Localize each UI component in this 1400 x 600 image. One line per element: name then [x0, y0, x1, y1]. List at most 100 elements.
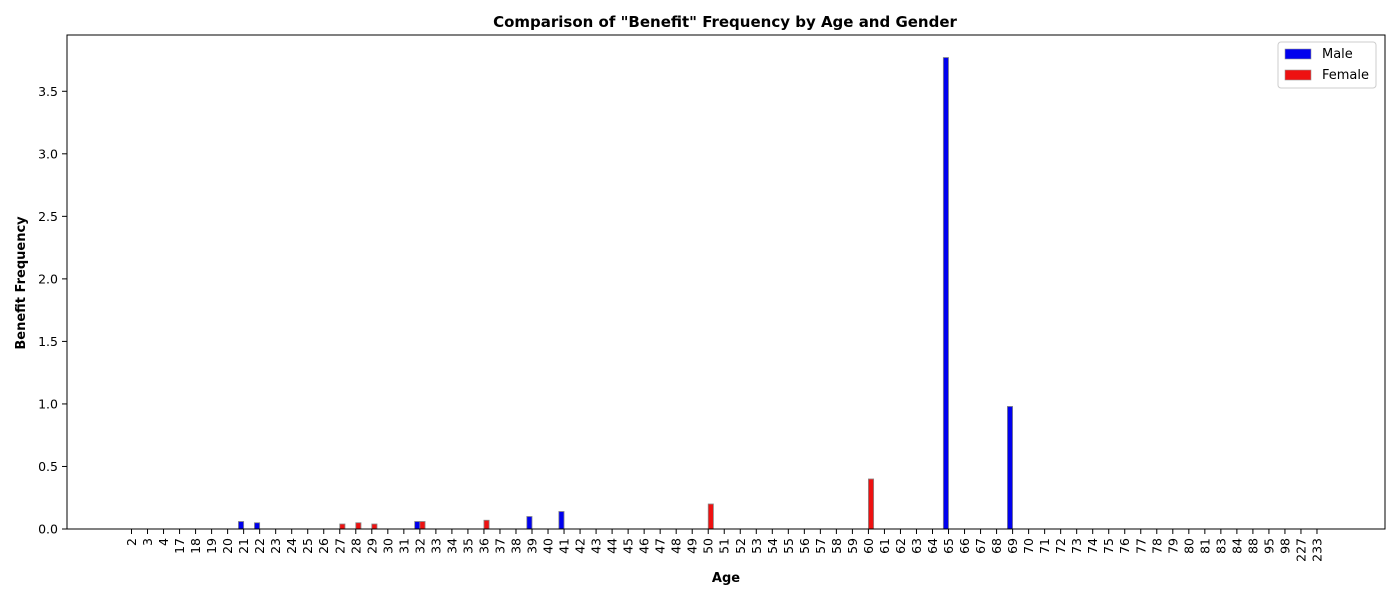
x-tick-label: 19 [204, 538, 219, 554]
x-tick-label: 65 [941, 538, 956, 554]
y-axis: 0.0 0.5 1.0 1.5 2.0 2.5 3.0 3.5 [38, 84, 67, 537]
x-tick-label: 83 [1213, 538, 1228, 554]
bar-female-28 [355, 522, 362, 530]
x-tick-label: 56 [797, 538, 812, 554]
x-tick-label: 27 [332, 538, 347, 554]
x-tick-label: 79 [1165, 538, 1180, 554]
bar-female-29 [371, 523, 378, 530]
x-tick-label: 76 [1117, 538, 1132, 554]
legend-label-female: Female [1322, 68, 1369, 83]
x-tick-label: 78 [1149, 538, 1164, 554]
x-tick-label: 33 [428, 538, 443, 554]
legend-swatch-female [1284, 69, 1312, 81]
y-tick-label: 2.0 [38, 271, 58, 286]
x-tick-label: 42 [573, 538, 588, 554]
x-tick-label: 24 [284, 538, 299, 554]
x-tick-label: 98 [1277, 538, 1292, 554]
x-tick-label: 38 [508, 538, 523, 554]
legend-swatch-male [1284, 48, 1312, 60]
x-tick-label: 20 [220, 538, 235, 554]
x-tick-label: 25 [300, 538, 315, 554]
x-tick-label: 55 [781, 538, 796, 554]
x-tick-label: 61 [877, 538, 892, 554]
x-tick-label: 37 [492, 538, 507, 554]
bar-female-27 [339, 523, 346, 530]
x-tick-label: 41 [557, 538, 572, 554]
x-tick-label: 29 [364, 538, 379, 554]
x-tick-label: 17 [172, 538, 187, 554]
x-tick-label: 51 [717, 538, 732, 554]
x-tick-label: 54 [765, 538, 780, 554]
x-tick-label: 47 [653, 538, 668, 554]
x-tick-label: 69 [1005, 538, 1020, 554]
x-tick-label: 32 [412, 538, 427, 554]
x-tick-label: 30 [380, 538, 395, 554]
x-tick-label: 59 [845, 538, 860, 554]
bar-female-60 [868, 478, 875, 530]
bar-female-50 [707, 503, 714, 530]
x-tick-label: 80 [1181, 538, 1196, 554]
y-tick-label: 3.5 [38, 84, 58, 99]
x-tick-label: 26 [316, 538, 331, 554]
x-tick-label: 53 [749, 538, 764, 554]
x-tick-label: 18 [188, 538, 203, 554]
x-tick-label: 74 [1085, 538, 1100, 554]
x-tick-label: 40 [541, 538, 556, 554]
x-tick-label: 48 [669, 538, 684, 554]
x-tick-label: 31 [396, 538, 411, 554]
bar-male-21 [238, 521, 245, 530]
x-tick-label: 44 [605, 538, 620, 554]
y-axis-label: Benefit Frequency [14, 216, 29, 350]
x-tick-label: 63 [909, 538, 924, 554]
legend: Male Female [1277, 41, 1377, 89]
x-tick-label: 60 [861, 538, 876, 554]
x-tick-label: 57 [813, 538, 828, 554]
x-tick-label: 58 [829, 538, 844, 554]
x-tick-label: 4 [156, 538, 171, 546]
x-tick-label: 95 [1261, 538, 1276, 554]
x-tick-label: 73 [1069, 538, 1084, 554]
x-tick-label: 2 [124, 538, 139, 546]
bar-male-69 [1007, 406, 1014, 530]
x-tick-label: 23 [268, 538, 283, 554]
x-tick-label: 43 [589, 538, 604, 554]
x-tick-label: 81 [1197, 538, 1212, 554]
y-tick-label: 1.5 [38, 334, 58, 349]
x-tick-label: 66 [957, 538, 972, 554]
x-tick-label: 84 [1229, 538, 1244, 554]
x-tick-label: 22 [252, 538, 267, 554]
x-tick-label: 88 [1245, 538, 1260, 554]
x-tick-label: 35 [460, 538, 475, 554]
x-tick-label: 67 [973, 538, 988, 554]
x-tick-label: 70 [1021, 538, 1036, 554]
x-tick-label: 227 [1293, 538, 1308, 562]
bar-female-32 [419, 521, 426, 530]
y-tick-label: 1.0 [38, 396, 58, 411]
bar-male-65 [942, 57, 949, 530]
x-tick-label: 64 [925, 538, 940, 554]
x-tick-label: 72 [1053, 538, 1068, 554]
plot-area [238, 57, 1014, 530]
bar-female-36 [483, 519, 490, 530]
x-tick-label: 34 [444, 538, 459, 554]
y-tick-label: 0.0 [38, 522, 58, 537]
x-tick-label: 62 [893, 538, 908, 554]
x-tick-label: 68 [989, 538, 1004, 554]
x-tick-label: 77 [1133, 538, 1148, 554]
axes-frame [66, 34, 1386, 530]
y-tick-label: 3.0 [38, 146, 58, 161]
x-axis-label: Age [712, 571, 740, 586]
bar-male-32 [414, 521, 421, 530]
x-axis: 2 3 4 17 18 19 20 21 22 23 24 25 26 27 28 29 30 31 32 33 34 3… [124, 529, 1324, 562]
x-tick-label: 52 [733, 538, 748, 554]
x-tick-label: 71 [1037, 538, 1052, 554]
bar-male-22 [254, 522, 261, 530]
x-tick-label: 36 [476, 538, 491, 554]
x-tick-label: 50 [701, 538, 716, 554]
x-tick-label: 46 [637, 538, 652, 554]
y-tick-label: 2.5 [38, 209, 58, 224]
x-tick-label: 28 [348, 538, 363, 554]
x-tick-label: 75 [1101, 538, 1116, 554]
x-tick-label: 3 [140, 538, 155, 546]
